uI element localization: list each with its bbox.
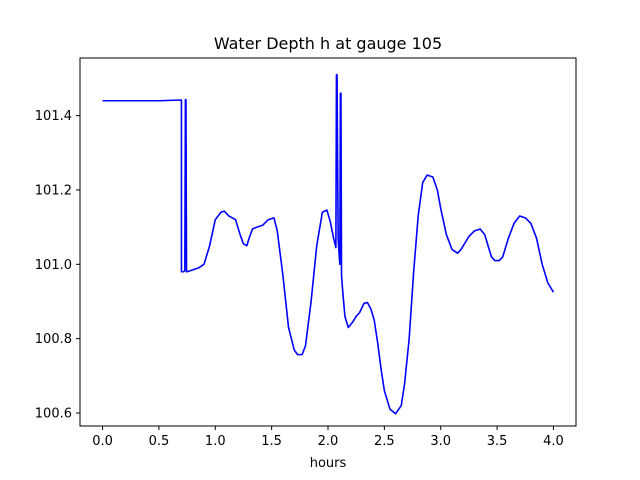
y-tick-label: 100.6 xyxy=(35,406,72,421)
x-axis: 0.0 0.5 1.0 1.5 2.0 2.5 3.0 3.5 4.0 xyxy=(92,426,564,449)
x-tick-label: 0.0 xyxy=(92,434,113,449)
y-axis: 100.6 100.8 101.0 101.2 101.4 xyxy=(35,109,80,421)
x-tick-label: 1.5 xyxy=(261,434,282,449)
y-tick-label: 101.0 xyxy=(35,258,72,273)
x-tick-label: 1.0 xyxy=(205,434,226,449)
chart-title: Water Depth h at gauge 105 xyxy=(214,34,442,53)
x-tick-label: 2.5 xyxy=(374,434,395,449)
x-tick-label: 3.5 xyxy=(487,434,508,449)
x-tick-label: 4.0 xyxy=(543,434,564,449)
y-tick-label: 100.8 xyxy=(35,332,72,347)
x-tick-label: 0.5 xyxy=(149,434,170,449)
series-line-0 xyxy=(102,73,555,415)
x-axis-label: hours xyxy=(310,456,347,471)
y-tick-label: 101.4 xyxy=(35,109,72,124)
x-tick-label: 2.0 xyxy=(318,434,339,449)
plot-area xyxy=(102,73,555,415)
x-tick-label: 3.0 xyxy=(430,434,451,449)
y-tick-label: 101.2 xyxy=(35,183,72,198)
